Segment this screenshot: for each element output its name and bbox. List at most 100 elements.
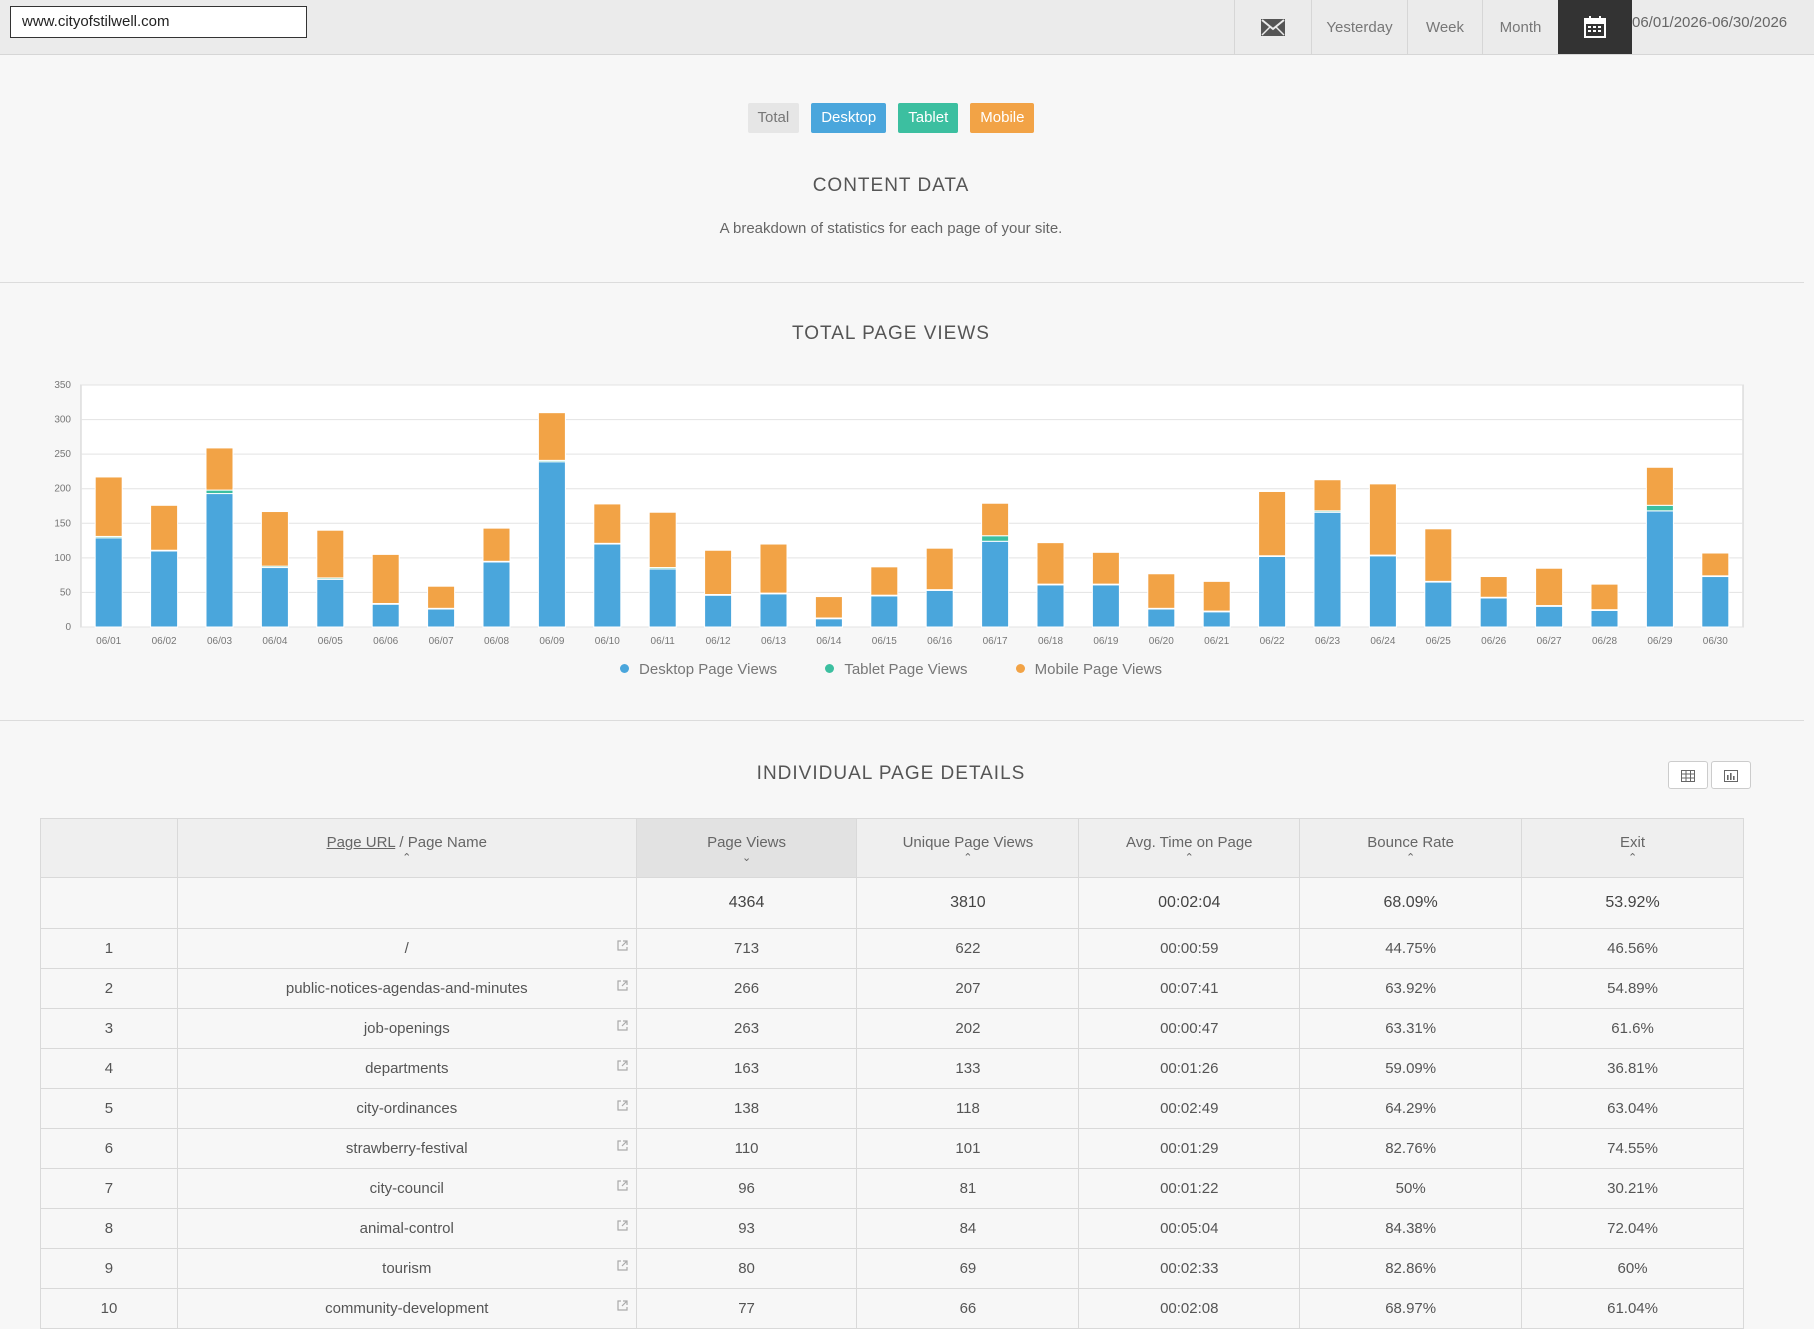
page-views-header-label: Page Views bbox=[707, 833, 787, 851]
rank-cell: 3 bbox=[40, 1008, 178, 1049]
site-selector-input[interactable]: www.cityofstilwell.com bbox=[10, 6, 307, 38]
y-tick-label: 50 bbox=[60, 587, 72, 598]
page-url-cell[interactable]: strawberry-festival bbox=[176, 1128, 637, 1169]
page-url-column-header[interactable]: Page URL / Page Name ⌃ bbox=[176, 818, 637, 878]
exit-cell: 46.56% bbox=[1521, 928, 1744, 969]
x-tick-label: 06/26 bbox=[1481, 636, 1506, 647]
bar-tablet bbox=[981, 535, 1010, 542]
yesterday-button[interactable]: Yesterday bbox=[1311, 0, 1407, 54]
page-url-label: city-ordinances bbox=[356, 1100, 458, 1117]
totals-row: 4364 3810 00:02:04 68.09% 53.92% bbox=[40, 877, 1744, 929]
top-bar: www.cityofstilwell.com Yesterday Week Mo… bbox=[0, 0, 1814, 55]
chart-view-button[interactable] bbox=[1711, 761, 1751, 789]
external-link-icon[interactable] bbox=[617, 1140, 628, 1154]
bar-tablet bbox=[205, 489, 234, 495]
page-url-cell[interactable]: tourism bbox=[176, 1248, 637, 1289]
rank-cell: 5 bbox=[40, 1088, 178, 1129]
page-views-cell: 163 bbox=[635, 1048, 858, 1089]
external-link-icon[interactable] bbox=[617, 1020, 628, 1034]
bar-mobile bbox=[814, 596, 843, 619]
bar-mobile bbox=[759, 543, 788, 594]
page-url-cell[interactable]: city-council bbox=[176, 1168, 637, 1209]
date-range-label[interactable]: 06/01/2026-06/30/2026 bbox=[1632, 14, 1788, 31]
page-url-sort-link[interactable]: Page URL bbox=[326, 833, 396, 851]
external-link-icon[interactable] bbox=[617, 1260, 628, 1274]
bar-mobile bbox=[371, 553, 400, 604]
legend-desktop[interactable]: Desktop Page Views bbox=[620, 661, 777, 678]
page-url-cell[interactable]: community-development bbox=[176, 1288, 637, 1329]
x-tick-label: 06/17 bbox=[983, 636, 1008, 647]
external-link-icon[interactable] bbox=[617, 1220, 628, 1234]
page-url-label: city-council bbox=[369, 1180, 444, 1197]
x-tick-label: 06/10 bbox=[595, 636, 620, 647]
external-link-icon[interactable] bbox=[617, 1060, 628, 1074]
bounce-rate-column-header[interactable]: Bounce Rate ⌃ bbox=[1299, 818, 1523, 878]
bounce-rate-cell: 68.97% bbox=[1299, 1288, 1523, 1329]
exit-column-header[interactable]: Exit ⌃ bbox=[1521, 818, 1744, 878]
unique-views-column-header[interactable]: Unique Page Views ⌃ bbox=[856, 818, 1080, 878]
page-url-cell[interactable]: departments bbox=[176, 1048, 637, 1089]
page-views-column-header[interactable]: Page Views ⌄ bbox=[635, 818, 858, 878]
bar-desktop bbox=[1424, 581, 1453, 628]
x-tick-label: 06/12 bbox=[706, 636, 731, 647]
table-row: 5 city-ordinances 138 118 00:02:49 64.29% 63.0… bbox=[40, 1088, 1744, 1129]
x-tick-label: 06/29 bbox=[1647, 636, 1672, 647]
content-data-title: CONTENT DATA bbox=[812, 175, 970, 196]
x-tick-label: 06/06 bbox=[373, 636, 398, 647]
legend-tablet[interactable]: Tablet Page Views bbox=[825, 661, 967, 678]
email-button[interactable] bbox=[1234, 0, 1311, 54]
avg-time-cell: 00:01:29 bbox=[1078, 1128, 1301, 1169]
bounce-rate-cell: 82.76% bbox=[1299, 1128, 1523, 1169]
bar-mobile bbox=[1590, 583, 1619, 611]
page-url-cell[interactable]: job-openings bbox=[176, 1008, 637, 1049]
bar-mobile bbox=[1535, 567, 1564, 607]
view-toggle bbox=[1665, 761, 1751, 789]
table-view-button[interactable] bbox=[1668, 761, 1708, 789]
y-tick-label: 100 bbox=[54, 553, 71, 564]
bar-desktop bbox=[316, 578, 345, 628]
exit-cell: 54.89% bbox=[1521, 968, 1744, 1009]
page-url-label: animal-control bbox=[359, 1220, 454, 1237]
month-button[interactable]: Month bbox=[1482, 0, 1558, 54]
filter-mobile-button[interactable]: Mobile bbox=[970, 103, 1035, 133]
bar-desktop bbox=[427, 608, 456, 628]
calendar-button[interactable] bbox=[1558, 0, 1632, 54]
exit-cell: 36.81% bbox=[1521, 1048, 1744, 1089]
page-url-cell[interactable]: / bbox=[176, 928, 637, 969]
filter-tablet-button[interactable]: Tablet bbox=[898, 103, 959, 133]
page-url-cell[interactable]: public-notices-agendas-and-minutes bbox=[176, 968, 637, 1009]
table-row: 3 job-openings 263 202 00:00:47 63.31% 61.6% bbox=[40, 1008, 1744, 1049]
bar-desktop bbox=[870, 595, 899, 628]
bar-desktop bbox=[759, 593, 788, 628]
bar-mobile bbox=[316, 529, 345, 579]
x-tick-label: 06/28 bbox=[1592, 636, 1617, 647]
legend-mobile[interactable]: Mobile Page Views bbox=[1015, 661, 1162, 678]
unique-views-cell: 101 bbox=[856, 1128, 1080, 1169]
bar-desktop bbox=[1202, 611, 1231, 628]
bar-desktop bbox=[1701, 576, 1730, 628]
external-link-icon[interactable] bbox=[617, 1180, 628, 1194]
external-link-icon[interactable] bbox=[617, 940, 628, 954]
external-link-icon[interactable] bbox=[617, 1300, 628, 1314]
y-tick-label: 200 bbox=[54, 484, 71, 495]
content-data-subtitle: A breakdown of statistics for each page … bbox=[719, 220, 1063, 237]
envelope-icon bbox=[1261, 18, 1285, 36]
external-link-icon[interactable] bbox=[617, 980, 628, 994]
legend-tablet-label: Tablet Page Views bbox=[844, 661, 968, 678]
page-url-label: community-development bbox=[325, 1300, 489, 1317]
page-url-cell[interactable]: city-ordinances bbox=[176, 1088, 637, 1129]
filter-total-button[interactable]: Total bbox=[747, 103, 800, 133]
page-url-cell[interactable]: animal-control bbox=[176, 1208, 637, 1249]
total-exit: 53.92% bbox=[1521, 877, 1744, 929]
x-tick-label: 06/08 bbox=[484, 636, 509, 647]
avg-time-cell: 00:05:04 bbox=[1078, 1208, 1301, 1249]
rank-cell: 7 bbox=[40, 1168, 178, 1209]
bounce-rate-header-label: Bounce Rate bbox=[1367, 833, 1455, 851]
external-link-icon[interactable] bbox=[617, 1100, 628, 1114]
avg-time-column-header[interactable]: Avg. Time on Page ⌃ bbox=[1078, 818, 1301, 878]
totals-url-cell bbox=[176, 877, 637, 929]
unique-views-header-label: Unique Page Views bbox=[902, 833, 1034, 851]
filter-desktop-button[interactable]: Desktop bbox=[811, 103, 887, 133]
week-button[interactable]: Week bbox=[1407, 0, 1482, 54]
rank-cell: 1 bbox=[40, 928, 178, 969]
